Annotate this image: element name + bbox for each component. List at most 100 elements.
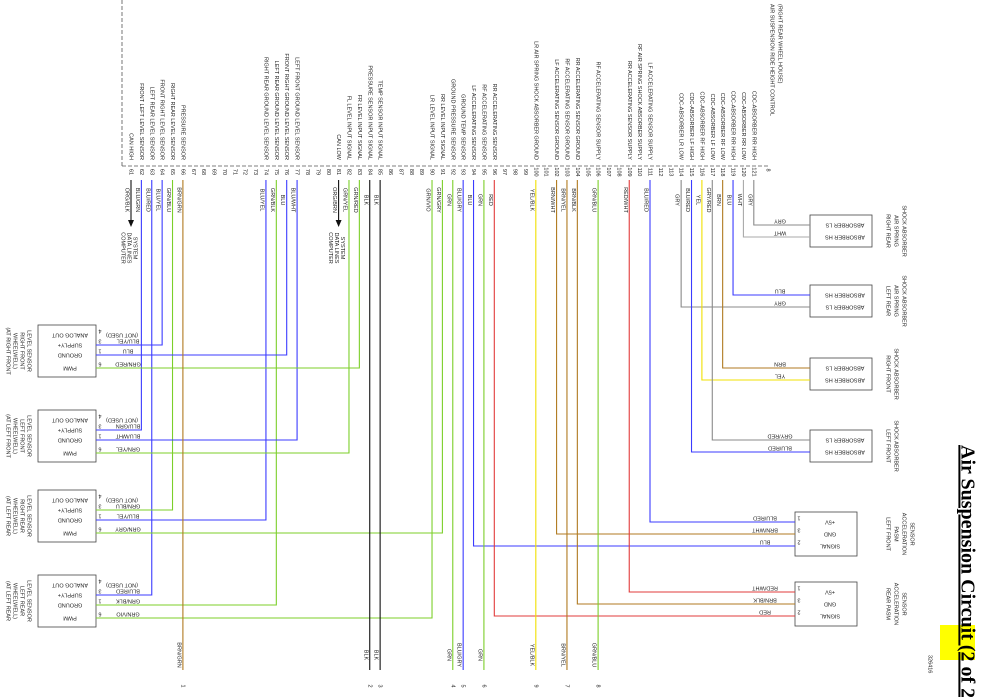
terminal-number: 4 — [449, 684, 455, 687]
terminal-wire-label: GRN — [445, 649, 451, 661]
pin-wire-label: BLU/WHT — [290, 188, 296, 213]
component-title: LEFT FRONT — [885, 517, 891, 551]
pin-number: 103 — [564, 167, 570, 176]
sensor-pin-number: 6 — [98, 361, 101, 367]
sensor-pin-number: 4 — [98, 493, 101, 499]
pin-number: 118 — [719, 168, 725, 177]
sensor-pin-label: SUPPLY+ — [58, 507, 83, 513]
figure-id: 326416 — [927, 655, 933, 673]
wire — [96, 180, 163, 346]
sensor-pin-label: GROUND — [58, 437, 82, 443]
pin-number: 91 — [439, 169, 445, 175]
data-lines-note: DATA LINES — [126, 233, 132, 264]
component-title: SHOCK ABSORBER — [901, 205, 907, 256]
pin-number: 119 — [730, 168, 736, 177]
wire — [96, 180, 298, 441]
pin-number: 62 — [138, 169, 144, 175]
sensor-wire-label: BLU/YEL — [117, 513, 140, 519]
pin-wire-label: GRN — [476, 194, 482, 206]
sensor-pin-label: SUPPLY+ — [58, 592, 83, 598]
pin-label: CDC-ABSORBER RF LOW — [719, 93, 725, 161]
wire — [96, 180, 433, 619]
sensor-pin-note: (NOT USED) — [106, 497, 138, 503]
sensor-wire-label: BLU/RED — [116, 588, 140, 594]
component-title: PASM — [893, 526, 899, 542]
pin-label: LR LEVEL INPUT SIGNAL — [429, 95, 435, 160]
pin-number: 108 — [615, 167, 621, 176]
pin-wire-label: BLK — [362, 195, 368, 206]
pin-label: RF ACCELERATING SENSOR — [480, 84, 486, 160]
terminal-number: 6 — [480, 684, 486, 687]
component-wire-label: GRY — [774, 218, 786, 224]
sensor-title: WHEELWELL) — [12, 418, 18, 454]
component-title: SENSOR — [909, 522, 915, 545]
component-title: SENSOR — [901, 592, 907, 615]
pin-wire-label: GRN/VIO — [425, 188, 431, 212]
terminal-wire-label: BRN/YEL — [560, 643, 566, 667]
pin-wire-label: GRN/RED — [352, 187, 358, 212]
pin-wire-label: BLU/RED — [684, 188, 690, 212]
component-title: AIR SPRING — [893, 215, 899, 247]
component-pin-label: +5V — [825, 589, 835, 595]
pin-number: 83 — [356, 169, 362, 175]
sensor-wire-label: BLU/WHT — [115, 433, 140, 439]
pin-label: CAN LOW — [335, 134, 341, 160]
pin-label: FRONT RIGHT LEVEL SENSOR — [159, 79, 165, 160]
pin-wire-label: ORG/BLK — [124, 188, 130, 213]
component-wire-label: GRY — [774, 300, 786, 306]
wire — [96, 180, 443, 534]
terminal-wire-label: BLU/GRY — [456, 643, 462, 667]
wire — [96, 180, 153, 596]
pin-number: 89 — [418, 169, 424, 175]
pin-number: 92 — [449, 169, 455, 175]
pin-number: 115 — [688, 168, 694, 177]
sensor-pin-label: ANALOG OUT — [51, 332, 88, 338]
pin-number: 107 — [605, 167, 611, 176]
component-wire-label: BRN/BLK — [753, 597, 777, 603]
pin-number: 101 — [543, 167, 549, 176]
wire — [96, 180, 360, 369]
component-pin-label: ABSORBER LS — [825, 437, 864, 443]
pin-wire-label: BLU/GRY — [456, 188, 462, 212]
sensor-pin-label: SUPPLY+ — [58, 342, 83, 348]
pin-number: 86 — [387, 169, 393, 175]
component-pin-number: 2 — [797, 539, 800, 545]
pin-number: 71 — [231, 169, 237, 175]
pin-label: CDC-ABSORBER RR HIGH — [730, 91, 736, 160]
component-pin-label: ABSORBER LS — [825, 365, 864, 371]
pin-label: RIGHT REAR LEVEL SENSOR — [169, 83, 175, 160]
pin-number: 104 — [574, 167, 580, 176]
arrow — [128, 220, 134, 227]
component-pin-label: GND — [824, 531, 836, 537]
component-pin-number: 1 — [797, 515, 800, 521]
pin-label: FRONT LEFT LEVEL SENSOR — [138, 83, 144, 160]
pin-label: GROUND PRESSURE SENSOR — [449, 79, 455, 160]
pin-label: LEFT REAR LEVEL SENSOR — [148, 87, 154, 160]
pin-wire-label: BRN/WHT — [549, 187, 555, 213]
pin-number: 96 — [491, 169, 497, 175]
wire — [722, 180, 810, 369]
pin-number: 81 — [335, 169, 341, 175]
sensor-pin-number: 1 — [98, 348, 101, 354]
sensor-pin-label: GROUND — [58, 352, 82, 358]
pin-number: 112 — [657, 168, 663, 177]
sensor-wire-label: GRN/BLU — [116, 503, 140, 509]
terminal-number: 8 — [595, 684, 601, 687]
component-title: SHOCK ABSORBER — [901, 275, 907, 326]
arrow — [335, 220, 342, 227]
sensor-pin-label: PWM — [63, 450, 77, 456]
pin-label: LEFT FRONT GROUND LEVEL SENSOR — [294, 57, 300, 160]
sensor-title: (AT LEFT REAR — [5, 496, 11, 536]
pin-number: 90 — [429, 169, 435, 175]
pin-wire-label: BRN — [715, 194, 721, 206]
component-pin-label: +5V — [825, 519, 835, 525]
component-title: SHOCK ABSORBER — [893, 348, 899, 399]
pin-label: CDC-ABSORBER RF HIGH — [698, 92, 704, 160]
pin-label: RR ACCELERATING SENSOR GROUND — [574, 58, 580, 160]
terminal-number: 7 — [564, 684, 570, 687]
terminal-wire-label: GRN/BLU — [591, 643, 597, 667]
sensor-pin-label: ANALOG OUT — [51, 417, 88, 423]
pin-wire-label: GRY/RED — [705, 188, 711, 213]
pin-number: 102 — [553, 167, 559, 176]
pin-label: LF ACCELERATING SENSOR SUPPLY — [647, 62, 653, 160]
